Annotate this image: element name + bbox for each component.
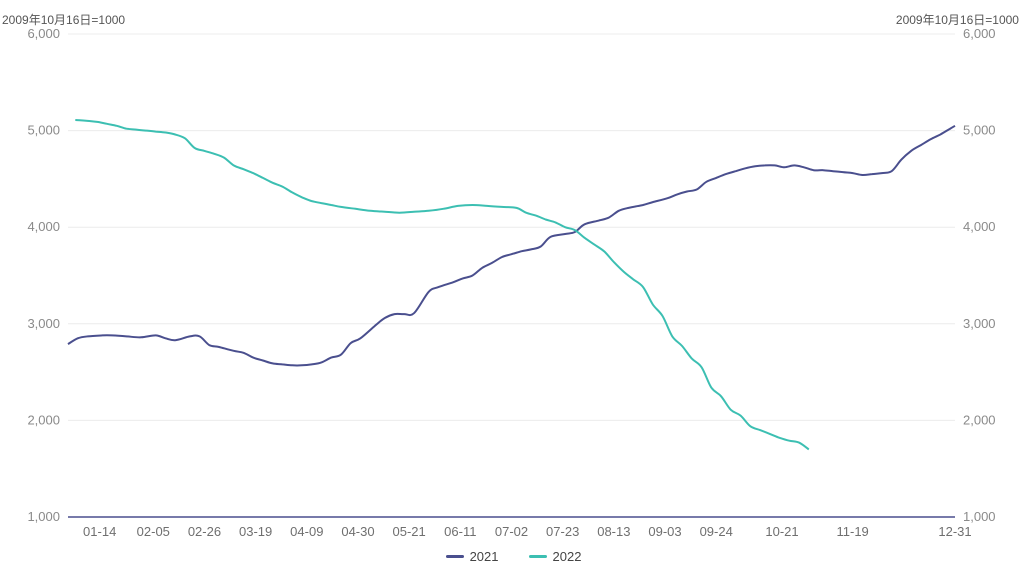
y-tick-label-left: 2,000 [27,412,60,427]
series-line-2021[interactable] [67,124,956,367]
legend: 2021 2022 [0,549,1027,564]
y-tick-label-right: 1,000 [963,509,996,524]
y-tick-label-right: 2,000 [963,412,996,427]
y-axis-unit-right: 2009年10月16日=1000 [895,13,1019,27]
y-tick-label-left: 3,000 [27,316,60,331]
x-tick-label: 02-05 [137,524,170,539]
legend-swatch-2021 [445,555,464,558]
x-tick-label: 09-03 [648,524,681,539]
x-tick-label: 09-24 [700,524,733,539]
y-axis-right: 1,000 2,000 3,000 4,000 5,000 6,000 [963,26,996,524]
x-tick-label: 01-14 [83,524,116,539]
x-tick-label: 05-21 [393,524,426,539]
series-line-2022[interactable] [75,119,810,451]
x-tick-label: 11-19 [837,524,869,539]
x-tick-label: 06-11 [444,524,476,539]
legend-item-2022[interactable]: 2022 [528,549,582,564]
y-axis-unit-left: 2009年10月16日=1000 [2,13,126,27]
x-tick-label: 08-13 [597,524,630,539]
legend-item-2021[interactable]: 2021 [445,549,499,564]
y-tick-label-right: 5,000 [963,123,996,138]
y-tick-label-left: 1,000 [27,509,60,524]
y-axis-left: 1,000 2,000 3,000 4,000 5,000 6,000 [27,26,60,524]
y-tick-label-left: 5,000 [27,123,60,138]
x-tick-label: 07-23 [546,524,579,539]
y-tick-label-left: 6,000 [27,26,60,41]
grid-lines [68,33,955,421]
y-tick-label-right: 3,000 [963,316,996,331]
x-tick-label: 07-02 [495,524,528,539]
legend-label-2021: 2021 [469,549,499,564]
x-tick-label: 04-09 [290,524,323,539]
series-lines [67,119,956,451]
x-tick-label: 03-19 [239,524,272,539]
legend-label-2022: 2022 [552,549,582,564]
y-tick-label-left: 4,000 [27,219,60,234]
x-axis: 01-14 02-05 02-26 03-19 04-09 04-30 05-21 06-11… [68,516,972,539]
legend-swatch-2022 [528,555,547,558]
y-tick-label-right: 6,000 [963,26,996,41]
x-tick-label: 10-21 [765,524,798,539]
x-tick-label: 02-26 [188,524,221,539]
x-tick-label: 12-31 [938,524,971,539]
x-tick-label: 04-30 [341,524,374,539]
y-tick-label-right: 4,000 [963,219,996,234]
